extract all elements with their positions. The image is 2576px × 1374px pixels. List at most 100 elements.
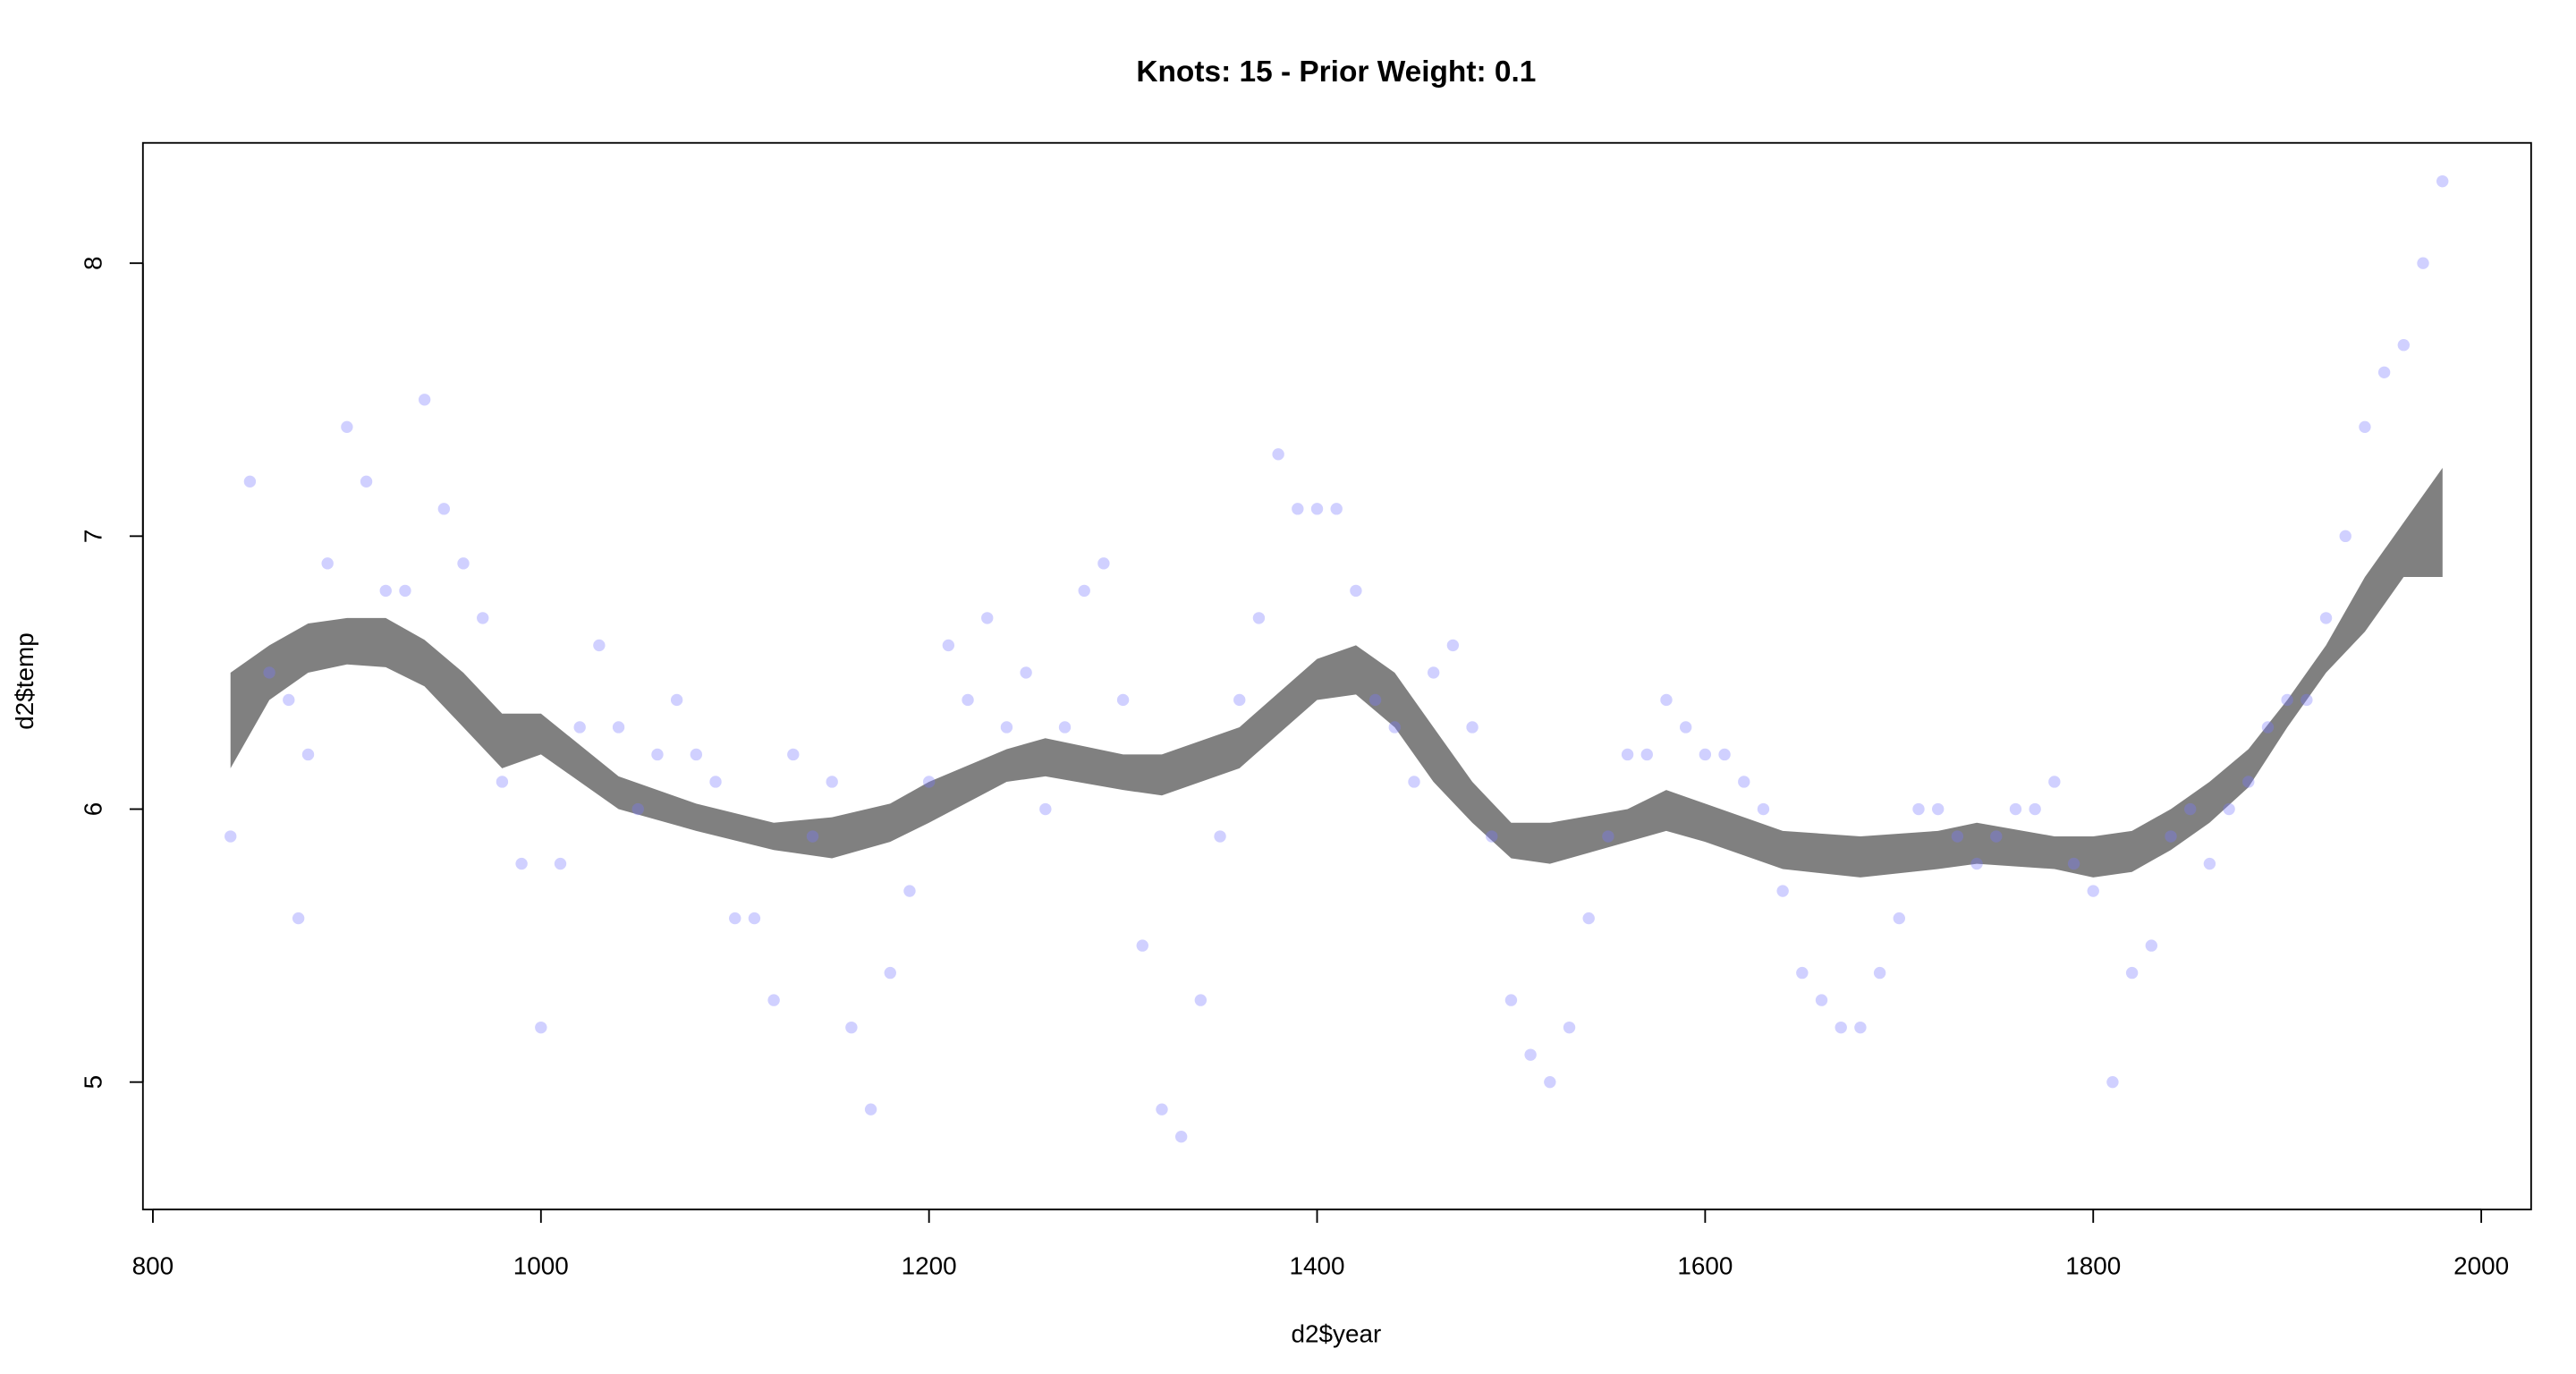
data-point [360,475,373,488]
data-point [748,912,761,925]
data-point [1194,994,1208,1006]
data-point [1097,557,1110,570]
data-point [477,612,489,624]
data-point [1679,721,1692,734]
data-point [2359,420,2371,433]
data-point [729,912,741,925]
x-axis: 800 1000 1200 1400 1600 1800 2000 [132,1209,2509,1280]
data-point [1116,693,1130,707]
x-tick-label: 1800 [2065,1252,2121,1280]
data-point [981,612,994,624]
y-tick-label: 7 [79,530,106,543]
credible-band [230,468,2443,878]
data-point [554,857,567,870]
data-point [1020,666,1032,679]
x-tick-label: 800 [132,1252,174,1280]
data-point [690,748,703,761]
data-point [1990,830,2003,843]
data-point [496,776,509,788]
data-point [1563,1021,1576,1034]
data-point [341,420,353,433]
data-point [2339,530,2351,543]
data-point [292,912,305,925]
data-point [1446,639,1460,652]
data-point [2281,693,2293,707]
data-point [1330,503,1343,515]
data-point [1582,912,1595,925]
data-point [1000,721,1013,734]
data-point [826,776,838,788]
data-point [2242,776,2255,788]
data-point [1738,776,1750,788]
data-point [1058,721,1072,734]
data-point [670,693,683,707]
y-axis: 5 6 7 8 [79,256,144,1089]
data-point [1854,1021,1867,1034]
data-point [1408,776,1420,788]
data-point [2087,885,2099,897]
data-point [1368,693,1382,707]
data-point [631,802,644,816]
data-point [787,748,800,761]
data-point [1252,612,1266,624]
data-point [283,693,295,707]
data-point [806,830,819,843]
data-point [942,639,955,652]
data-point [457,557,470,570]
data-point [1699,748,1712,761]
data-point [1039,802,1052,816]
data-point [2145,939,2157,952]
y-tick-label: 5 [79,1075,106,1089]
data-point [845,1021,858,1034]
x-axis-label: d2$year [1292,1320,1382,1348]
data-point [2223,802,2235,816]
data-point [1815,994,1828,1006]
x-tick-label: 2000 [2453,1252,2509,1280]
data-point [864,1103,877,1115]
data-point [2048,776,2061,788]
data-point [1912,802,1925,816]
data-point [2125,966,2139,980]
data-point [1796,966,1809,980]
data-point [243,475,257,488]
data-point [962,693,974,707]
data-point [1776,885,1789,897]
data-point [573,721,586,734]
x-tick-label: 1400 [1290,1252,1345,1280]
y-axis-label: d2$temp [11,632,38,729]
data-point [1504,994,1518,1006]
data-point [2165,830,2177,843]
data-point [418,394,431,406]
data-point [1272,448,1284,461]
data-point [2436,174,2449,188]
data-point [399,584,411,598]
data-point [651,748,664,761]
data-point [1544,1075,1556,1089]
data-point [2397,339,2411,352]
data-point [1427,666,1440,679]
data-point [2184,802,2197,816]
data-point [2417,257,2429,269]
data-point [2319,612,2333,624]
data-point [1078,584,1090,598]
data-point [612,721,625,734]
x-tick-label: 1000 [513,1252,569,1280]
data-point [1233,693,1246,707]
data-point [1310,503,1324,515]
data-point [535,1021,547,1034]
data-point [379,584,392,598]
data-point [2029,802,2041,816]
data-point [2106,1075,2119,1089]
data-point [2261,721,2275,734]
data-point [767,994,780,1006]
x-tick-label: 1600 [1677,1252,1733,1280]
data-point [1621,748,1634,761]
data-point [1486,830,1498,843]
data-point [2377,366,2391,378]
data-point [1951,830,1964,843]
data-point [321,557,334,570]
data-point [1932,802,1945,816]
data-point [1466,721,1479,734]
data-point [1970,857,1983,870]
